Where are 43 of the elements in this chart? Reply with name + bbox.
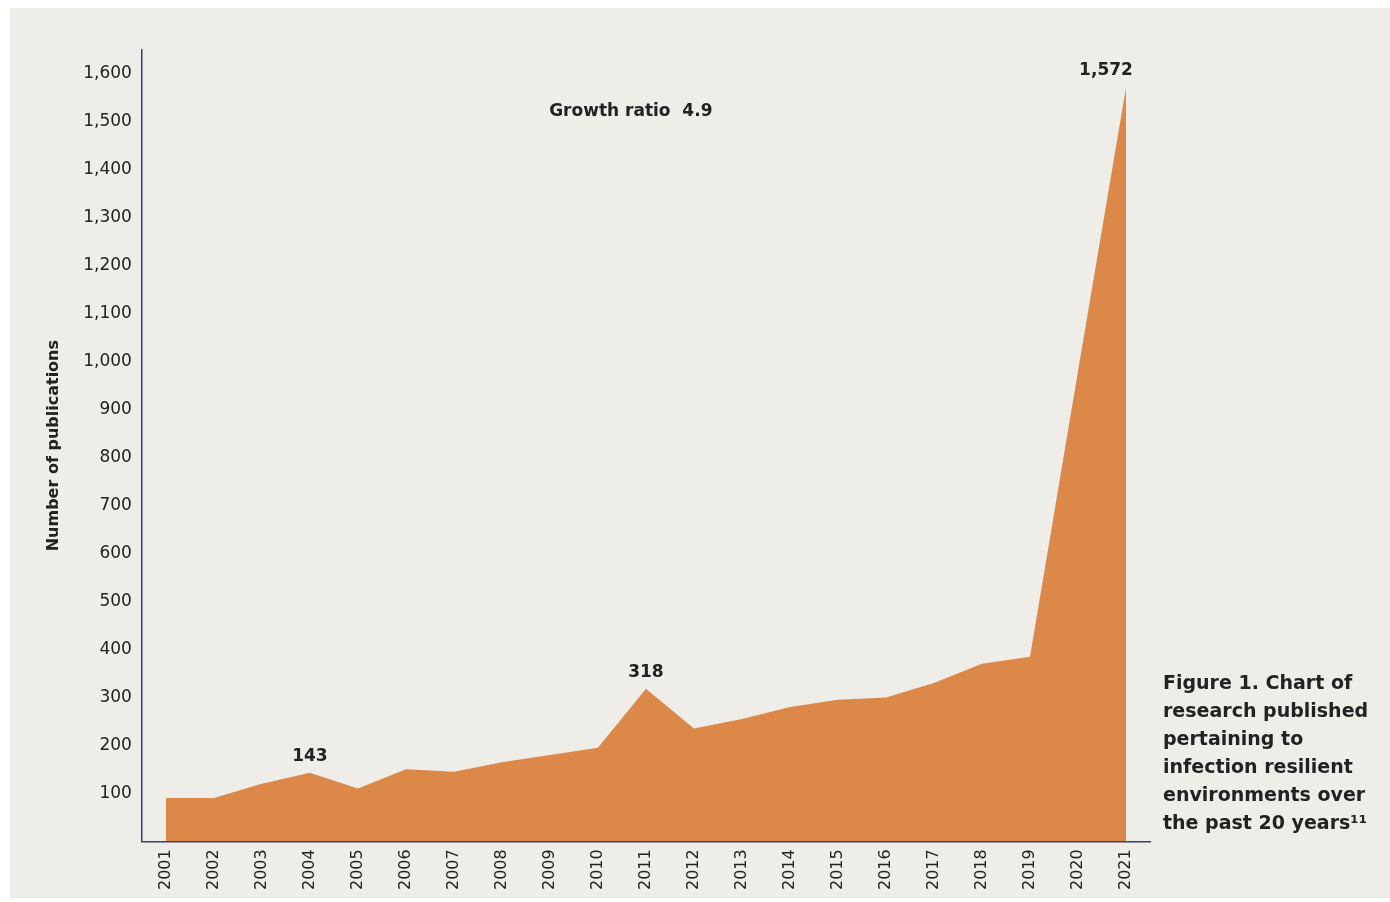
y-tick-label: 500 xyxy=(99,589,132,610)
y-tick-label: 200 xyxy=(99,733,132,754)
x-tick-label: 2014 xyxy=(779,849,799,890)
x-tick-label: 2005 xyxy=(347,849,367,890)
y-tick-label: 1,500 xyxy=(83,110,132,131)
x-tick-label: 2019 xyxy=(1019,849,1039,890)
x-tick-label: 2018 xyxy=(971,849,991,890)
x-tick-label: 2008 xyxy=(491,849,511,890)
x-tick-label: 2011 xyxy=(635,849,655,890)
x-tick-label: 2001 xyxy=(155,849,175,890)
x-tick-label: 2016 xyxy=(875,849,895,890)
y-tick-label: 1,600 xyxy=(83,62,132,83)
data-label: 143 xyxy=(292,744,328,765)
data-label: 1,572 xyxy=(1079,59,1133,80)
y-tick-label: 100 xyxy=(99,781,132,802)
y-tick-label: 1,000 xyxy=(83,350,132,371)
x-tick-label: 2006 xyxy=(395,849,415,890)
x-tick-label: 2004 xyxy=(299,849,319,890)
x-tick-label: 2017 xyxy=(923,849,943,890)
x-tick-label: 2007 xyxy=(443,849,463,890)
annotation: Growth ratio 4.9 xyxy=(549,100,713,121)
y-axis-title: Number of publications xyxy=(42,339,62,552)
y-tick-label: 1,300 xyxy=(83,206,132,227)
x-tick-label: 2013 xyxy=(731,849,751,890)
x-tick-label: 2002 xyxy=(203,849,223,890)
y-tick-label: 700 xyxy=(99,494,132,515)
x-tick-label: 2009 xyxy=(539,849,559,890)
x-tick-label: 2012 xyxy=(683,849,703,890)
x-tick-label: 2015 xyxy=(827,849,847,890)
y-tick-label: 1,100 xyxy=(83,302,132,323)
caption: Figure 1. Chart of research published pertaining to infection resilient environments over the past 20 years¹¹ xyxy=(1163,670,1370,835)
x-tick-label: 2003 xyxy=(251,849,271,890)
y-tick-label: 400 xyxy=(99,637,132,658)
y-tick-label: 1,400 xyxy=(83,158,132,179)
y-tick-label: 600 xyxy=(99,541,132,562)
x-tick-label: 2021 xyxy=(1115,849,1135,890)
y-tick-label: 900 xyxy=(99,398,132,419)
y-tick-label: 800 xyxy=(99,446,132,467)
y-tick-label: 1,200 xyxy=(83,254,132,275)
x-tick-label: 2010 xyxy=(587,849,607,890)
x-tick-label: 2020 xyxy=(1067,849,1087,890)
data-label: 318 xyxy=(628,660,664,681)
y-tick-label: 300 xyxy=(99,685,132,706)
